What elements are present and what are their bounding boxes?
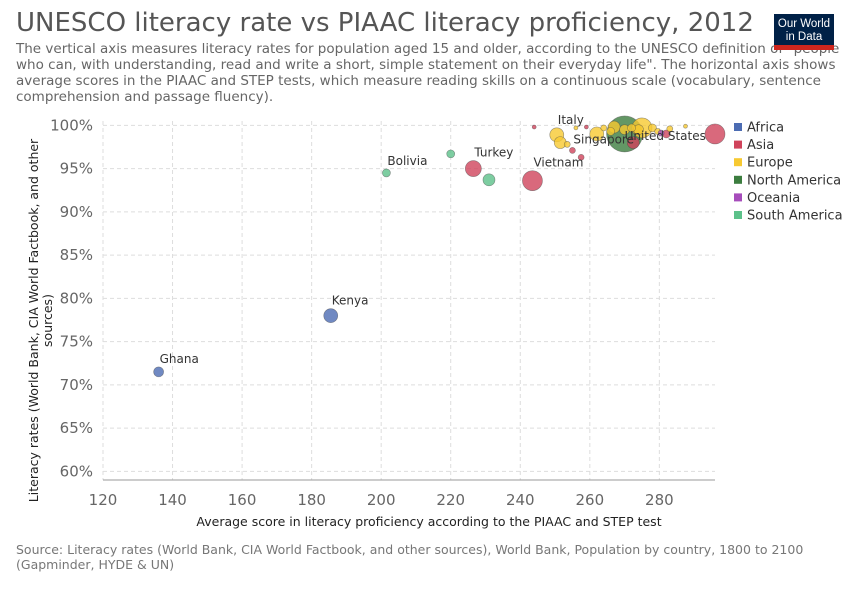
y-tick-label: 70% bbox=[60, 376, 93, 394]
legend-swatch bbox=[734, 193, 742, 202]
x-axis-ticks: 120 140 160 180 200 220 240 260 280 bbox=[89, 491, 674, 509]
y-tick-label: 90% bbox=[60, 203, 93, 221]
data-point bbox=[382, 168, 391, 178]
chart-subtitle: The vertical axis measures literacy rate… bbox=[16, 41, 840, 105]
point-labels: United States Vietnam Turkey Kenya Italy Ghan… bbox=[160, 113, 706, 366]
y-tick-label: 75% bbox=[60, 333, 93, 351]
chart-title: UNESCO literacy rate vs PIAAC literacy p… bbox=[16, 8, 754, 38]
x-tick-label: 120 bbox=[89, 491, 118, 509]
data-point bbox=[584, 124, 589, 130]
y-tick-label: 65% bbox=[60, 419, 93, 437]
data-point bbox=[465, 160, 482, 177]
source-note: Source: Literacy rates (World Bank, CIA … bbox=[16, 542, 804, 572]
point-label: Italy bbox=[558, 113, 584, 127]
point-label: Bolivia bbox=[387, 154, 427, 168]
data-point bbox=[573, 125, 579, 131]
legend-swatch bbox=[734, 158, 742, 167]
point-label: Turkey bbox=[473, 146, 513, 160]
legend-entry: North America bbox=[747, 173, 841, 188]
data-point bbox=[657, 129, 665, 137]
data-point bbox=[704, 123, 726, 145]
y-tick-label: 60% bbox=[60, 462, 93, 480]
legend: Africa Asia Europe North America Oceania Sout… bbox=[734, 121, 843, 224]
data-point bbox=[577, 154, 585, 161]
logo-line-1: Our World bbox=[777, 18, 831, 30]
data-point bbox=[683, 123, 688, 129]
x-tick-label: 280 bbox=[645, 491, 674, 509]
x-tick-label: 220 bbox=[436, 491, 465, 509]
x-axis-title: Average score in literacy proficiency ac… bbox=[196, 514, 661, 529]
owid-logo[interactable]: Our World in Data bbox=[774, 14, 834, 50]
scatter-chart: 120 140 160 180 200 220 240 260 280 60% 65% 70% 75%… bbox=[26, 113, 843, 529]
legend-swatch bbox=[734, 211, 742, 219]
y-axis-title-line: Literacy rates (World Bank, CIA World Fa… bbox=[26, 138, 41, 502]
data-point bbox=[522, 170, 543, 191]
data-point bbox=[531, 124, 537, 130]
data-point bbox=[446, 149, 456, 159]
data-points bbox=[153, 115, 726, 378]
legend-entry: Europe bbox=[747, 156, 793, 171]
legend-entry: Asia bbox=[747, 138, 774, 153]
legend-swatch bbox=[734, 175, 742, 184]
y-tick-label: 85% bbox=[60, 246, 93, 264]
data-point bbox=[648, 123, 657, 133]
data-point bbox=[563, 141, 571, 148]
x-tick-label: 140 bbox=[158, 491, 187, 509]
legend-swatch bbox=[734, 123, 742, 131]
data-point bbox=[569, 147, 576, 154]
data-point bbox=[153, 366, 164, 378]
data-point bbox=[627, 123, 636, 133]
grid-lines bbox=[102, 121, 715, 481]
point-label: Vietnam bbox=[533, 156, 583, 170]
legend-entry: South America bbox=[747, 209, 843, 224]
point-label: Ghana bbox=[160, 352, 199, 366]
point-label: Singapore bbox=[573, 132, 634, 146]
x-tick-label: 160 bbox=[228, 491, 257, 509]
data-point bbox=[606, 127, 615, 136]
data-point bbox=[323, 308, 339, 323]
x-tick-label: 200 bbox=[367, 491, 396, 509]
x-tick-label: 240 bbox=[506, 491, 535, 509]
y-tick-label: 100% bbox=[50, 116, 93, 134]
y-tick-label: 95% bbox=[60, 160, 93, 178]
x-tick-label: 180 bbox=[297, 491, 326, 509]
y-tick-label: 80% bbox=[60, 289, 93, 307]
point-label: United States bbox=[625, 129, 706, 143]
data-point bbox=[600, 124, 608, 132]
data-point bbox=[589, 126, 605, 142]
data-point bbox=[482, 173, 496, 187]
legend-swatch bbox=[734, 140, 742, 149]
y-axis-title-line: sources) bbox=[40, 294, 55, 347]
data-point bbox=[626, 136, 640, 149]
x-tick-label: 260 bbox=[575, 491, 604, 509]
logo-line-2: in Data bbox=[785, 31, 823, 43]
y-axis-ticks: 60% 65% 70% 75% 80% 85% 90% 95% 100% bbox=[50, 116, 93, 480]
data-point bbox=[666, 125, 674, 133]
point-label: Kenya bbox=[332, 294, 369, 308]
legend-entry: Africa bbox=[747, 121, 784, 136]
y-axis-title: Literacy rates (World Bank, CIA World Fa… bbox=[26, 138, 55, 502]
legend-entry: Oceania bbox=[747, 191, 800, 206]
